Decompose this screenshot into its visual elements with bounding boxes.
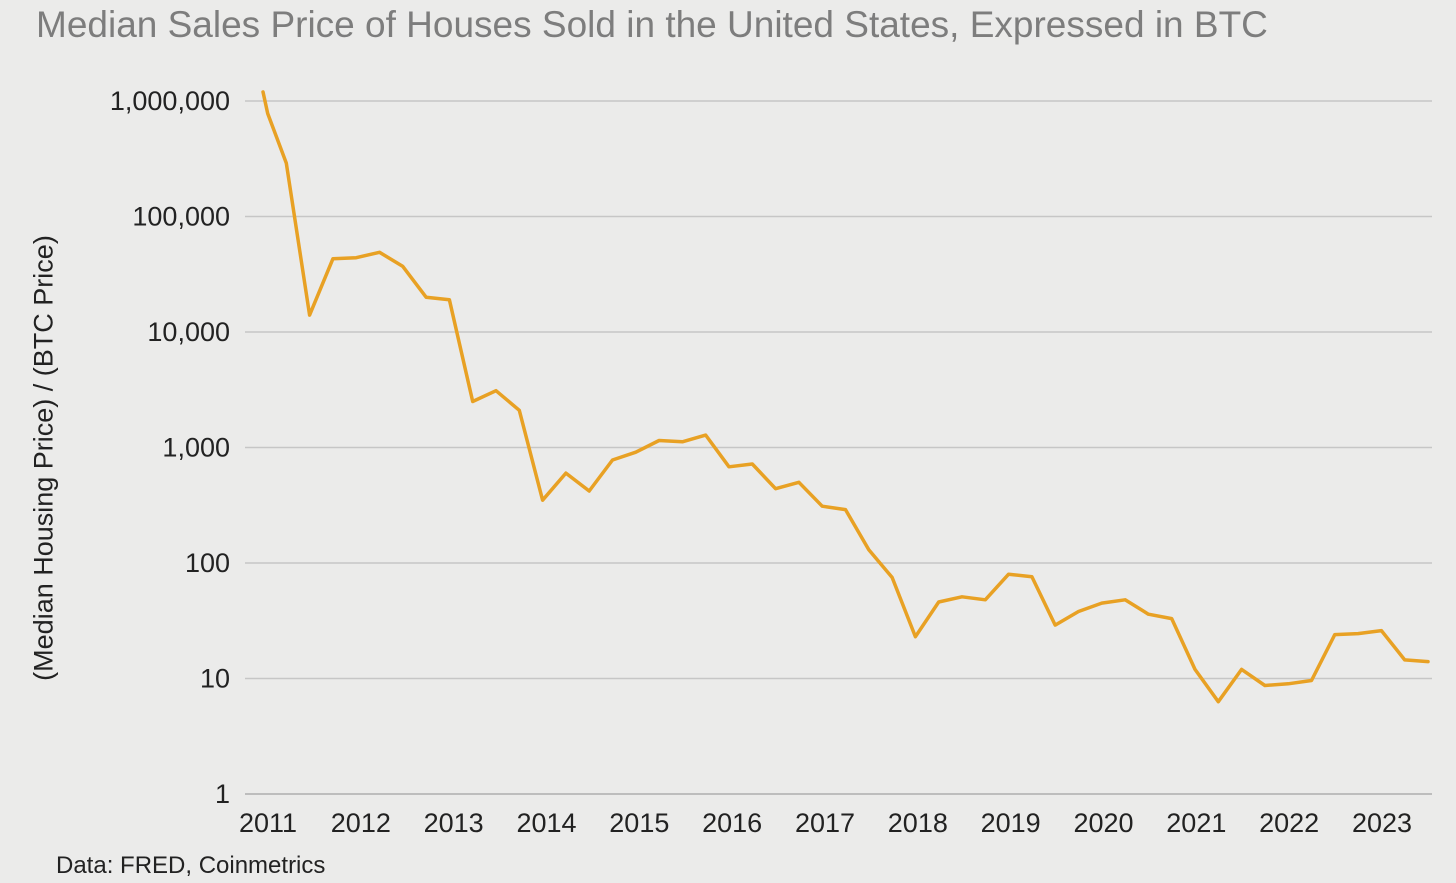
x-tick-label: 2015	[609, 808, 669, 838]
x-tick-label: 2021	[1166, 808, 1226, 838]
x-tick-label: 2014	[516, 808, 576, 838]
x-tick-label: 2011	[239, 808, 297, 838]
y-tick-label: 1,000	[162, 433, 230, 463]
y-tick-labels: 1 10 100 1,000 10,000 100,000 1,000,000	[110, 86, 230, 809]
y-tick-label: 10	[200, 664, 230, 694]
x-tick-label: 2012	[331, 808, 391, 838]
chart-title: Median Sales Price of Houses Sold in the…	[36, 4, 1268, 45]
x-tick-label: 2023	[1352, 808, 1412, 838]
source-note: Data: FRED, Coinmetrics	[56, 852, 326, 879]
series-line	[261, 90, 1430, 704]
y-tick-label: 10,000	[147, 317, 230, 347]
x-tick-label: 2018	[888, 808, 948, 838]
y-tick-label: 100	[185, 548, 230, 578]
series-group	[261, 90, 1430, 704]
x-tick-label: 2013	[424, 808, 484, 838]
y-tick-label: 100,000	[132, 202, 230, 232]
gridlines	[245, 100, 1432, 795]
x-tick-label: 2016	[702, 808, 762, 838]
x-tick-labels: 2011 2012 2013 2014 2015 2016 2017 2018 2019 2020…	[239, 808, 1412, 838]
y-tick-label: 1,000,000	[110, 86, 230, 116]
x-tick-label: 2022	[1259, 808, 1319, 838]
x-tick-label: 2019	[981, 808, 1041, 838]
x-tick-label: 2020	[1073, 808, 1133, 838]
x-tick-label: 2017	[795, 808, 855, 838]
y-tick-label: 1	[215, 779, 230, 809]
